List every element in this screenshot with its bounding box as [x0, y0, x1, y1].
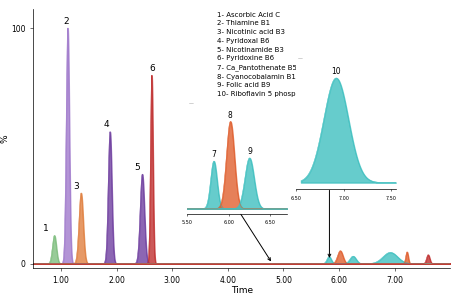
Text: 7: 7 [211, 150, 216, 159]
Text: 5: 5 [134, 163, 140, 172]
X-axis label: Time: Time [231, 286, 253, 296]
Text: 6: 6 [149, 64, 155, 73]
Text: 4: 4 [104, 120, 109, 129]
Text: 1: 1 [43, 224, 48, 233]
Text: 2: 2 [64, 17, 69, 26]
Y-axis label: %: % [0, 135, 9, 143]
Text: —: — [298, 56, 303, 61]
Text: 9: 9 [247, 147, 252, 156]
Text: 3: 3 [73, 181, 79, 191]
Text: 10: 10 [331, 67, 341, 76]
Text: 1- Ascorbic Acid C
2- Thiamine B1
3- Nicotinic acid B3
4- Pyridoxal B6
5- Nicoti: 1- Ascorbic Acid C 2- Thiamine B1 3- Nic… [217, 12, 311, 115]
Text: 8: 8 [228, 110, 233, 120]
Text: —: — [189, 101, 194, 106]
